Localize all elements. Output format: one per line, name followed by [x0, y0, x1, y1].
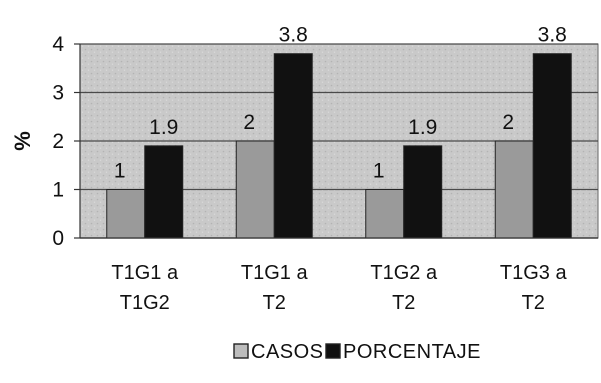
legend-swatch-porcentaje: [325, 343, 341, 359]
bar-casos: [494, 140, 534, 239]
x-category-label: T2: [522, 292, 545, 314]
bar-porcentaje: [532, 53, 572, 239]
bar-casos: [106, 189, 146, 239]
x-category-label: T1G2: [120, 292, 170, 314]
data-label: 2: [243, 111, 255, 134]
bar-porcentaje: [403, 145, 443, 239]
data-label: 3.8: [279, 24, 308, 47]
data-label: 1: [114, 160, 126, 183]
x-category-label: T1G1 a: [111, 262, 179, 284]
x-category-label: T2: [263, 292, 286, 314]
y-tick-label: 0: [52, 227, 64, 250]
data-label: 1.9: [149, 116, 178, 139]
x-category-label: T1G2 a: [370, 262, 438, 284]
data-label: 1.9: [408, 116, 437, 139]
legend-label-porcentaje: PORCENTAJE: [343, 341, 481, 363]
bar-porcentaje: [273, 53, 313, 239]
y-tick-label: 1: [52, 179, 64, 202]
legend-label-casos: CASOS: [251, 341, 324, 363]
x-category-label: T1G3 a: [500, 262, 568, 284]
y-tick-label: 2: [52, 130, 64, 153]
x-category-label: T2: [392, 292, 415, 314]
data-label: 1: [373, 160, 385, 183]
y-tick-label: 4: [52, 33, 64, 56]
legend-swatch-casos: [233, 343, 249, 359]
bar-casos: [365, 189, 405, 239]
bar-porcentaje: [144, 145, 184, 239]
x-category-label: T1G1 a: [241, 262, 309, 284]
data-label: 3.8: [538, 24, 567, 47]
bar-casos: [235, 140, 275, 239]
y-axis-title: %: [10, 131, 35, 151]
y-tick-label: 3: [52, 82, 64, 105]
data-label: 2: [502, 111, 514, 134]
